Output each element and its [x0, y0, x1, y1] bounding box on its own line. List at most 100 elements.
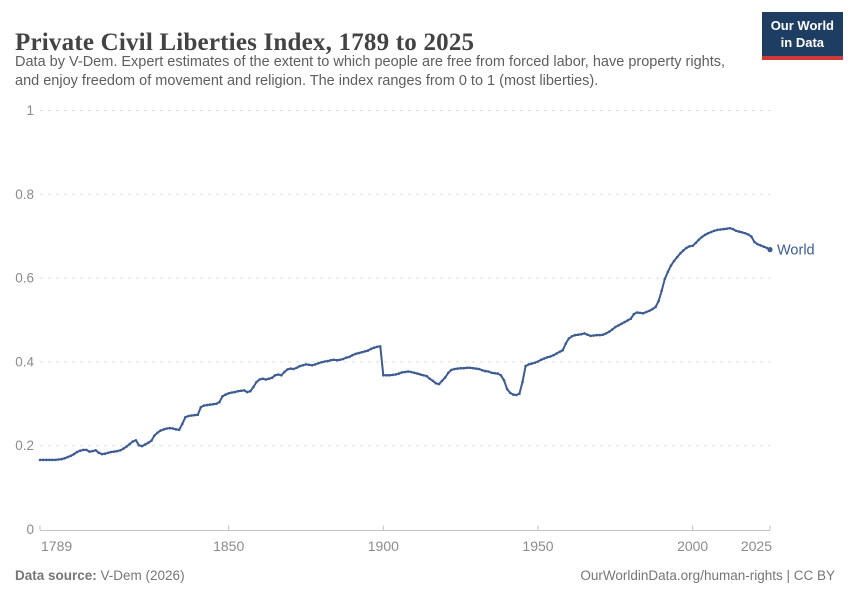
data-point [82, 448, 85, 452]
data-point [122, 447, 125, 450]
data-point [610, 328, 614, 331]
data-point [397, 372, 401, 375]
data-point [242, 389, 246, 392]
data-point [60, 457, 63, 461]
data-point [759, 244, 762, 247]
data-point [601, 333, 605, 337]
data-point [116, 449, 119, 453]
data-point [617, 324, 620, 327]
data-point [580, 332, 583, 336]
data-source-label: Data source: [15, 568, 97, 583]
data-point [521, 380, 524, 384]
data-point [394, 373, 398, 376]
data-point [425, 374, 429, 378]
data-point [725, 227, 728, 230]
data-point [103, 452, 107, 456]
x-tick-label-2025: 2025 [741, 538, 772, 554]
data-point [688, 245, 691, 248]
data-point [317, 361, 320, 365]
data-point [468, 366, 472, 370]
owid-logo-line1: Our World [770, 18, 834, 33]
data-point [286, 368, 289, 371]
data-point [533, 361, 537, 365]
data-point [629, 317, 633, 321]
data-point [255, 380, 258, 384]
data-point [546, 356, 549, 359]
data-point [88, 450, 91, 453]
data-point [211, 402, 215, 406]
data-point [450, 368, 453, 372]
owid-logo[interactable]: Our World in Data [761, 12, 843, 60]
data-point [623, 320, 626, 324]
data-point [205, 403, 209, 407]
data-point [258, 378, 261, 381]
data-point [150, 439, 153, 443]
data-point [230, 391, 234, 394]
page-title: Private Civil Liberties Index, 1789 to 2… [15, 28, 475, 56]
data-point [329, 358, 333, 362]
x-tick-label-1900: 1900 [368, 538, 399, 554]
data-point [69, 454, 73, 458]
data-point [496, 372, 500, 375]
data-point [484, 369, 487, 373]
data-point [165, 427, 169, 430]
data-point [765, 246, 769, 250]
data-point [344, 356, 348, 360]
data-point [236, 389, 240, 393]
data-point [716, 228, 719, 232]
data-point [570, 335, 574, 338]
data-point [199, 405, 203, 409]
data-point [744, 232, 747, 235]
data-point [184, 415, 187, 419]
y-tick-label-0: 0 [26, 522, 34, 537]
data-point [66, 455, 70, 459]
y-tick-label-0.2: 0.2 [15, 438, 34, 453]
data-point [289, 367, 292, 370]
data-point [409, 370, 413, 374]
data-point [314, 363, 317, 366]
data-point [552, 353, 555, 357]
data-point [85, 448, 88, 452]
data-point [360, 351, 364, 354]
data-point [645, 310, 648, 314]
y-tick-label-0.4: 0.4 [15, 354, 34, 369]
data-point [437, 382, 441, 386]
credit-link[interactable]: OurWorldinData.org/human-rights | CC BY [580, 568, 835, 583]
data-point [419, 373, 422, 376]
data-point [78, 449, 82, 453]
data-point [372, 346, 376, 350]
data-point [567, 337, 571, 340]
data-point [663, 277, 667, 281]
data-point [100, 452, 104, 456]
data-point [651, 307, 654, 311]
data-point [109, 450, 113, 454]
data-point [524, 364, 527, 368]
data-point [592, 334, 595, 337]
data-point [604, 332, 608, 335]
data-point [505, 387, 509, 391]
data-point [477, 367, 481, 371]
data-point [456, 367, 459, 370]
data-point [539, 358, 543, 362]
data-point [181, 422, 184, 426]
data-point [685, 246, 688, 250]
data-point [431, 379, 435, 383]
data-point [341, 357, 345, 361]
data-point [530, 362, 534, 365]
data-point [283, 370, 286, 374]
data-point [722, 227, 725, 231]
data-point [462, 366, 466, 370]
data-point [413, 371, 416, 375]
data-point [292, 367, 295, 371]
data-point [134, 439, 138, 442]
data-point [762, 245, 766, 248]
data-point [48, 458, 51, 462]
x-tick-label-1850: 1850 [213, 538, 244, 554]
data-point [669, 264, 673, 267]
data-point [487, 370, 490, 373]
data-point [351, 353, 354, 357]
data-point [403, 370, 407, 374]
data-point [323, 360, 326, 363]
data-point [753, 240, 756, 244]
data-point [72, 452, 76, 456]
